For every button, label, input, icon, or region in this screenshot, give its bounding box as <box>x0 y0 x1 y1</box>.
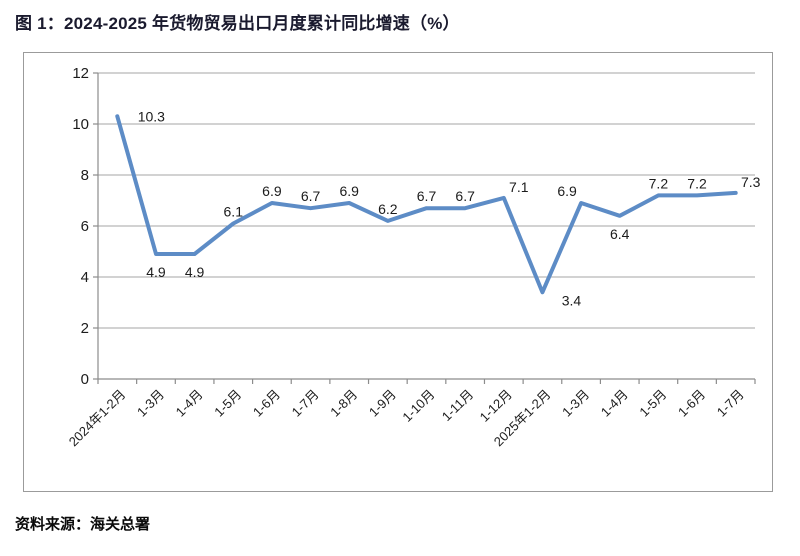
data-label: 6.2 <box>378 201 398 217</box>
data-label: 6.7 <box>455 188 475 204</box>
y-tick-label: 8 <box>81 167 89 184</box>
x-tick-label: 1-9月 <box>366 387 399 420</box>
x-tick-label: 1-5月 <box>211 387 244 420</box>
x-tick-label: 1-3月 <box>134 387 167 420</box>
data-label: 7.2 <box>649 175 669 191</box>
data-label: 4.9 <box>185 264 205 280</box>
x-tick-label: 1-7月 <box>714 387 747 420</box>
data-label: 6.9 <box>262 183 282 199</box>
x-tick-label: 1-3月 <box>559 387 592 420</box>
x-tick-label: 2024年1-2月 <box>66 387 129 450</box>
y-tick-label: 2 <box>81 320 89 337</box>
y-tick-label: 4 <box>81 269 89 286</box>
x-tick-label: 1-5月 <box>636 387 669 420</box>
data-label: 6.9 <box>339 183 359 199</box>
data-label: 6.7 <box>301 188 321 204</box>
data-label: 6.9 <box>557 183 577 199</box>
x-tick-label: 1-8月 <box>327 387 360 420</box>
x-tick-label: 1-6月 <box>675 387 708 420</box>
data-label: 7.2 <box>687 175 707 191</box>
x-tick-label: 1-7月 <box>289 387 322 420</box>
data-label: 3.4 <box>562 292 582 308</box>
figure-title: 图 1：2024-2025 年货物贸易出口月度累计同比增速（%） <box>15 14 460 33</box>
data-label: 7.3 <box>741 174 761 190</box>
x-tick-label: 1-11月 <box>439 387 477 425</box>
data-label: 10.3 <box>138 108 165 124</box>
chart-frame: 0 2 4 6 8 10 12 2024年1-2月 1-3月 1-4月 1-5月 1-6月 1-7月 1-… <box>23 52 773 492</box>
x-tick-label: 1-4月 <box>598 387 631 420</box>
y-tick-label: 12 <box>72 65 89 82</box>
series-line <box>115 114 738 295</box>
y-tick-label: 6 <box>81 218 89 235</box>
x-tick-label: 1-4月 <box>173 387 206 420</box>
data-label: 6.4 <box>610 226 630 242</box>
data-label: 6.7 <box>417 188 437 204</box>
y-tick-label: 10 <box>72 116 89 133</box>
x-tick-label: 1-6月 <box>250 387 283 420</box>
data-label: 7.1 <box>509 179 529 195</box>
y-tick-label: 0 <box>81 371 89 388</box>
data-label: 6.1 <box>224 203 244 219</box>
data-label: 4.9 <box>146 264 166 280</box>
source-note: 资料来源：海关总署 <box>15 516 151 533</box>
x-tick-label: 1-10月 <box>399 387 437 425</box>
